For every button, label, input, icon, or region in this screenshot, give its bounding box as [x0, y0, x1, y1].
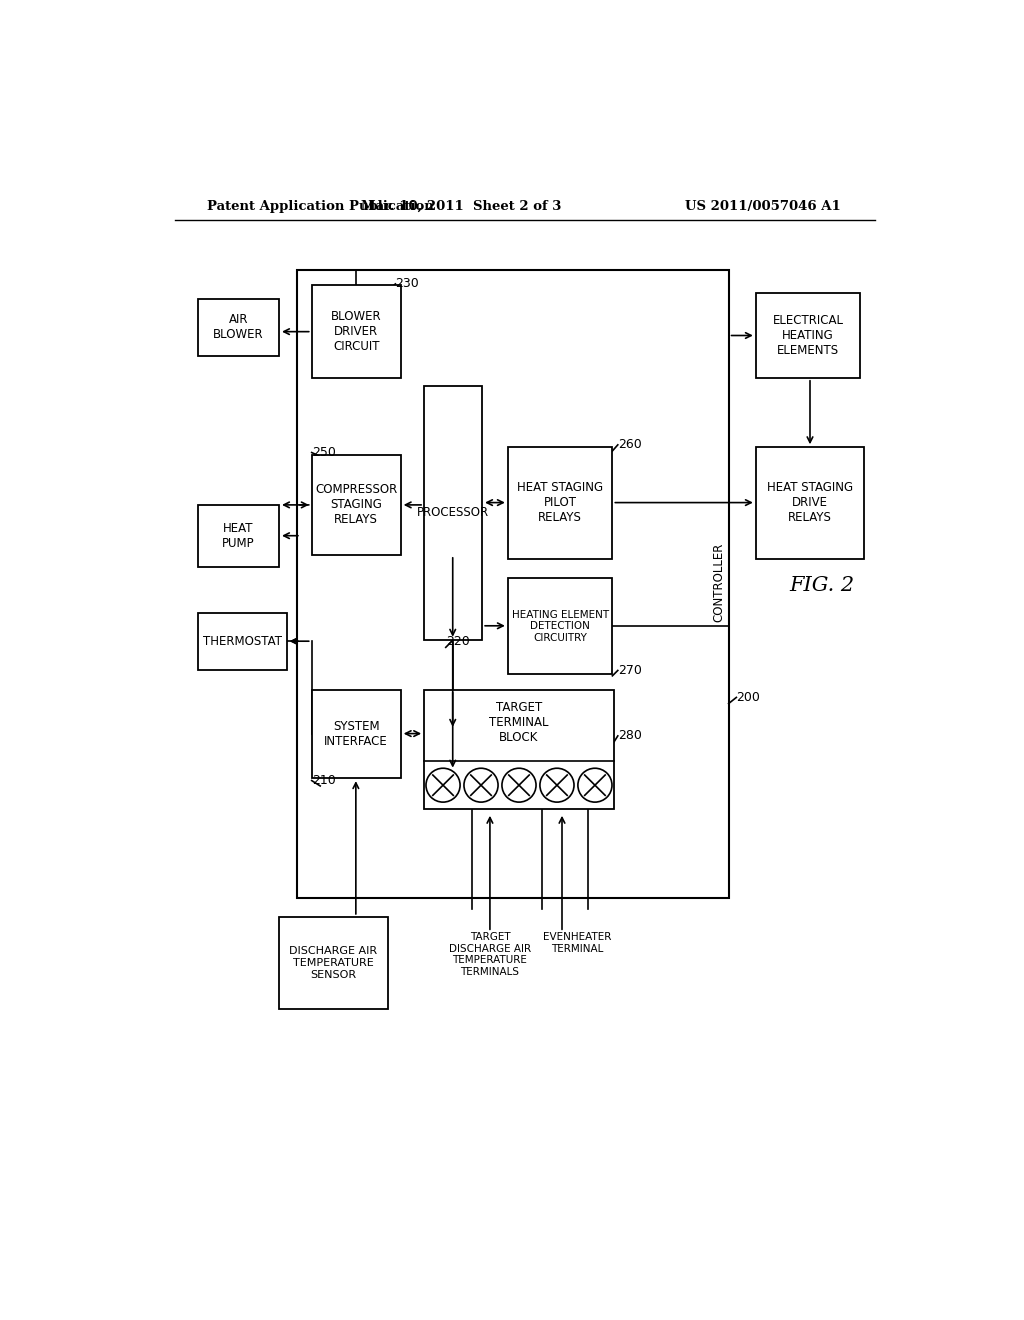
Text: TARGET
TERMINAL
BLOCK: TARGET TERMINAL BLOCK — [489, 701, 549, 744]
Text: EVENHEATER
TERMINAL: EVENHEATER TERMINAL — [544, 932, 611, 954]
Bar — [756, 447, 864, 558]
Text: COMPRESSOR
STAGING
RELAYS: COMPRESSOR STAGING RELAYS — [315, 483, 397, 527]
Text: PROCESSOR: PROCESSOR — [417, 506, 489, 519]
Text: CONTROLLER: CONTROLLER — [712, 543, 725, 622]
Bar — [311, 285, 400, 378]
Bar — [198, 298, 280, 356]
Circle shape — [578, 768, 612, 803]
Text: SYSTEM
INTERFACE: SYSTEM INTERFACE — [325, 719, 388, 748]
Bar — [508, 447, 612, 558]
Text: Patent Application Publication: Patent Application Publication — [207, 199, 434, 213]
Bar — [198, 612, 287, 671]
Circle shape — [502, 768, 536, 803]
Bar — [508, 578, 612, 675]
Text: US 2011/0057046 A1: US 2011/0057046 A1 — [685, 199, 841, 213]
Text: 250: 250 — [311, 446, 336, 459]
Text: HEATING ELEMENT
DETECTION
CIRCUITRY: HEATING ELEMENT DETECTION CIRCUITRY — [512, 610, 608, 643]
Text: 260: 260 — [617, 438, 642, 451]
Text: THERMOSTAT: THERMOSTAT — [203, 635, 282, 648]
Bar — [311, 455, 400, 554]
Bar — [297, 271, 729, 898]
Bar — [756, 293, 860, 378]
Text: HEAT
PUMP: HEAT PUMP — [222, 521, 255, 549]
Text: 280: 280 — [617, 730, 642, 742]
Bar — [424, 689, 614, 809]
Text: 220: 220 — [445, 635, 469, 648]
Text: HEAT STAGING
PILOT
RELAYS: HEAT STAGING PILOT RELAYS — [517, 482, 603, 524]
Text: TARGET
DISCHARGE AIR
TEMPERATURE
TERMINALS: TARGET DISCHARGE AIR TEMPERATURE TERMINA… — [449, 932, 531, 977]
Circle shape — [426, 768, 460, 803]
Circle shape — [540, 768, 574, 803]
Text: 210: 210 — [311, 774, 336, 787]
Circle shape — [464, 768, 498, 803]
Bar — [424, 385, 482, 640]
Bar — [280, 917, 388, 1010]
Text: 270: 270 — [617, 664, 642, 677]
Text: 230: 230 — [395, 277, 419, 290]
Text: 200: 200 — [736, 690, 760, 704]
Text: Mar. 10, 2011  Sheet 2 of 3: Mar. 10, 2011 Sheet 2 of 3 — [361, 199, 561, 213]
Text: BLOWER
DRIVER
CIRCUIT: BLOWER DRIVER CIRCUIT — [331, 310, 382, 354]
Text: ELECTRICAL
HEATING
ELEMENTS: ELECTRICAL HEATING ELEMENTS — [772, 314, 844, 356]
Text: AIR
BLOWER: AIR BLOWER — [213, 313, 264, 342]
Bar — [198, 504, 280, 566]
Text: FIG. 2: FIG. 2 — [790, 577, 854, 595]
Text: HEAT STAGING
DRIVE
RELAYS: HEAT STAGING DRIVE RELAYS — [767, 482, 853, 524]
Text: DISCHARGE AIR
TEMPERATURE
SENSOR: DISCHARGE AIR TEMPERATURE SENSOR — [290, 946, 378, 979]
Bar — [311, 689, 400, 779]
